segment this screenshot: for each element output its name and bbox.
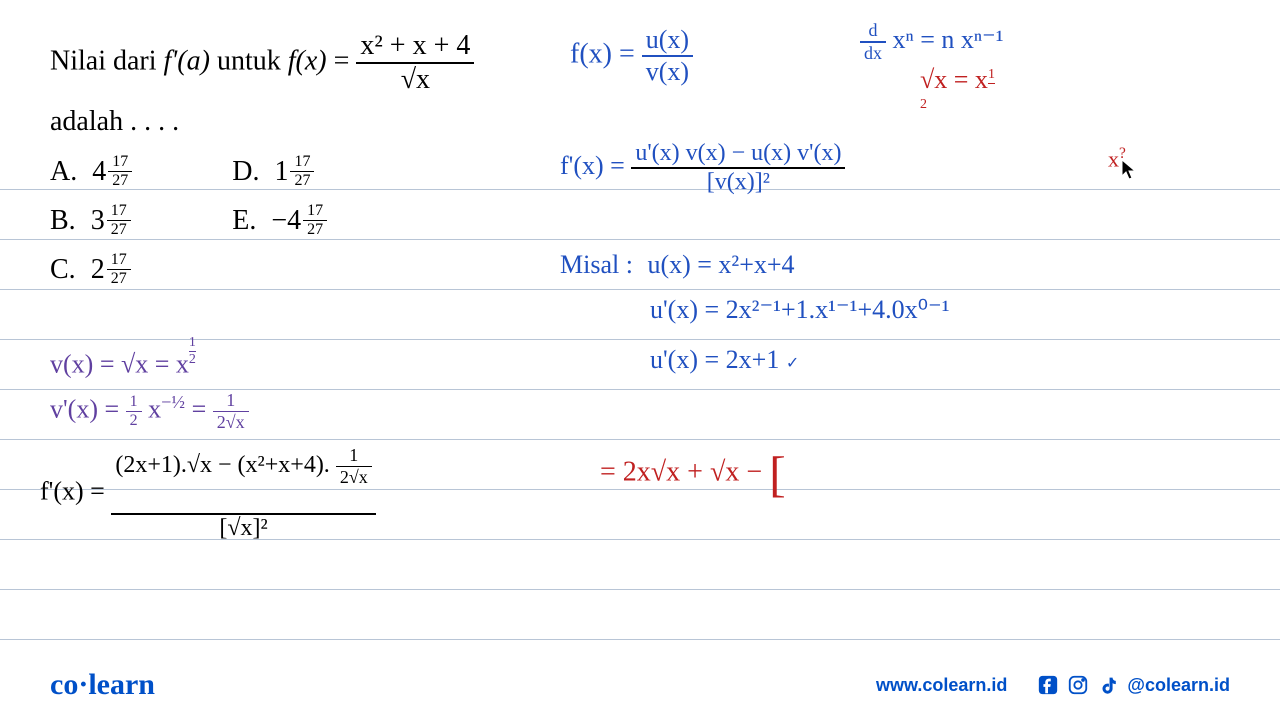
option-b[interactable]: B. 3 17 27	[50, 202, 132, 239]
options-col-1: A. 4 17 27 B. 3 17 27	[50, 153, 132, 288]
logo: co·learn	[50, 668, 155, 702]
option-c-label: C.	[50, 254, 76, 286]
question-suffix: adalah . . . .	[50, 106, 1230, 138]
tiktok-icon[interactable]	[1097, 674, 1119, 696]
social-icons: @colearn.id	[1037, 674, 1230, 696]
options-col-2: D. 1 17 27 E. −4 17 27	[232, 153, 327, 288]
footer: co·learn www.colearn.id @colearn.id	[0, 668, 1280, 702]
question-middle: untuk	[217, 45, 288, 76]
question-equals: =	[334, 45, 357, 76]
facebook-icon[interactable]	[1037, 674, 1059, 696]
option-e-label: E.	[232, 205, 256, 237]
question-denominator: √x	[356, 64, 474, 96]
footer-url[interactable]: www.colearn.id	[876, 675, 1007, 696]
question-deriv: f'(a)	[164, 45, 210, 76]
question-numerator: x² + x + 4	[356, 30, 474, 64]
question-prefix: Nilai dari	[50, 45, 164, 76]
content-area: Nilai dari f'(a) untuk f(x) = x² + x + 4…	[0, 0, 1280, 318]
option-c[interactable]: C. 2 17 27	[50, 251, 132, 288]
question-fraction: x² + x + 4 √x	[356, 30, 474, 96]
question-func: f(x)	[288, 45, 327, 76]
annotation-vprime: v'(x) = 12 x−½ = 12√x	[50, 390, 249, 433]
instagram-icon[interactable]	[1067, 674, 1089, 696]
option-a[interactable]: A. 4 17 27	[50, 153, 132, 190]
footer-handle: @colearn.id	[1127, 675, 1230, 696]
option-d-label: D.	[232, 156, 259, 188]
option-d[interactable]: D. 1 17 27	[232, 153, 327, 190]
cursor-icon	[1122, 160, 1140, 182]
footer-right: www.colearn.id @colearn.id	[876, 674, 1230, 696]
option-a-label: A.	[50, 156, 77, 188]
annotation-vx: v(x) = √x = x12	[50, 335, 196, 380]
option-e[interactable]: E. −4 17 27	[232, 202, 327, 239]
annotation-equals-red: = 2x√x + √x − [	[600, 445, 786, 503]
question-text: Nilai dari f'(a) untuk f(x) = x² + x + 4…	[50, 30, 1230, 96]
annotation-uprime-short: u'(x) = 2x+1 ✓	[650, 345, 799, 375]
annotation-fprime-expand: f'(x) = (2x+1).√x − (x²+x+4). 12√x [√x]²	[40, 445, 376, 542]
options-container: A. 4 17 27 B. 3 17 27	[50, 153, 1230, 288]
option-b-label: B.	[50, 205, 76, 237]
